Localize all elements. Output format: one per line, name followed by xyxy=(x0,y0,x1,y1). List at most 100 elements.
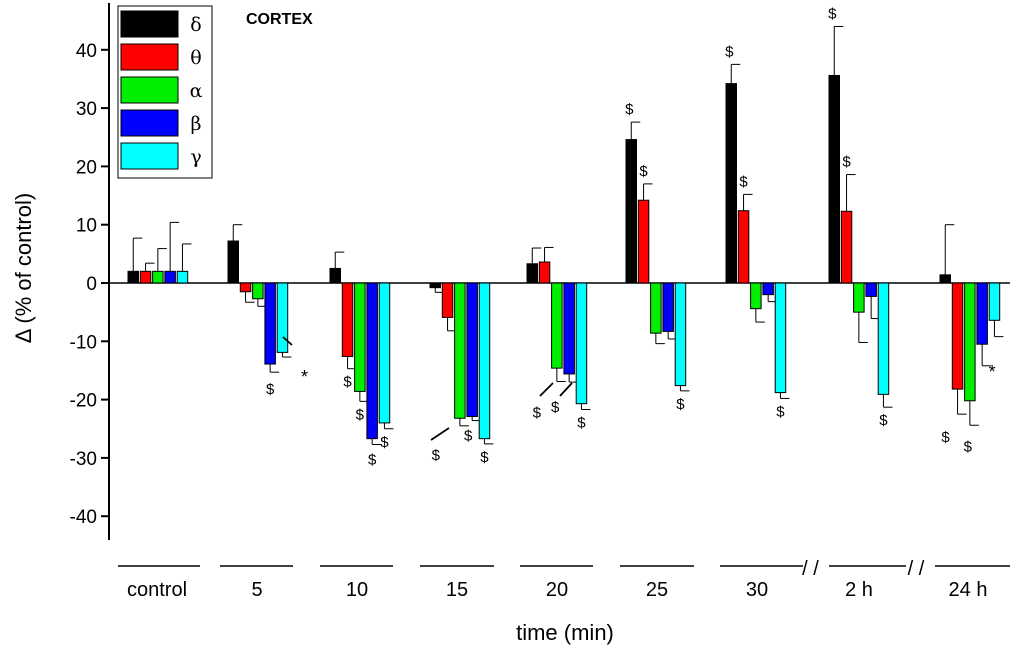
significance-marker: $ xyxy=(941,429,950,446)
bar xyxy=(939,274,951,284)
significance-marker: $ xyxy=(725,43,734,60)
bar xyxy=(466,282,478,418)
x-category-label: 30 xyxy=(746,579,768,601)
y-axis-title: Δ (% of control) xyxy=(11,193,36,343)
bar xyxy=(366,282,378,440)
y-tick-label: -10 xyxy=(70,332,97,353)
axis-break: / / xyxy=(802,558,819,580)
significance-marker: $ xyxy=(879,412,888,429)
bar xyxy=(575,282,588,405)
bar xyxy=(840,210,853,284)
legend-label: γ xyxy=(190,146,201,168)
y-tick-label: 30 xyxy=(76,99,97,120)
bar xyxy=(239,282,252,293)
y-tick-label: 20 xyxy=(76,157,97,178)
significance-marker: * xyxy=(989,362,996,382)
y-tick-label: 0 xyxy=(86,274,97,295)
significance-marker: $ xyxy=(368,451,377,468)
bar xyxy=(127,270,139,284)
bar xyxy=(988,282,1001,321)
bar xyxy=(252,282,264,300)
bar xyxy=(551,282,563,369)
x-category-label: control xyxy=(127,579,187,601)
significance-marker: $ xyxy=(432,447,441,464)
x-category-label: 25 xyxy=(646,579,668,601)
significance-marker: $ xyxy=(639,163,648,180)
legend-label: α xyxy=(190,80,203,102)
significance-marker: $ xyxy=(577,415,586,432)
bar xyxy=(176,270,189,284)
annotation-leader xyxy=(282,336,293,346)
legend-label: θ xyxy=(190,47,201,69)
x-category-label: 10 xyxy=(346,579,368,601)
annotation-leader xyxy=(539,382,554,397)
x-category-label: 15 xyxy=(446,579,468,601)
y-tick-label: 40 xyxy=(76,41,97,62)
significance-marker: $ xyxy=(551,399,560,416)
bar xyxy=(478,282,491,440)
legend-swatch xyxy=(120,142,179,170)
plot-area: 40 30 20 10 0 -10 -20 -30 -40 / / / / control 5 10 15 2… xyxy=(70,3,1010,601)
bar xyxy=(354,282,366,392)
significance-marker: $ xyxy=(676,396,685,413)
legend-label: β xyxy=(191,113,202,135)
y-tick-label: -20 xyxy=(70,391,97,412)
legend-label: δ xyxy=(190,14,201,36)
bar xyxy=(662,282,674,332)
x-category-label: 2 h xyxy=(845,579,873,601)
significance-marker: $ xyxy=(842,154,851,171)
bar xyxy=(865,282,877,297)
chart-title: CORTEX xyxy=(246,11,313,28)
x-category-label: 5 xyxy=(251,579,262,601)
bar xyxy=(964,282,976,402)
bar xyxy=(378,282,391,424)
bar xyxy=(828,74,840,284)
bar xyxy=(725,83,737,284)
y-tick-label: 10 xyxy=(76,216,97,237)
bar xyxy=(152,270,164,284)
significance-marker: $ xyxy=(380,434,389,451)
bar xyxy=(164,270,176,284)
bar xyxy=(227,240,239,284)
bar xyxy=(750,282,762,310)
x-axis-title: time (min) xyxy=(516,620,614,645)
significance-marker: $ xyxy=(625,101,634,118)
x-category-label: 20 xyxy=(546,579,568,601)
bar xyxy=(737,210,750,284)
bar xyxy=(276,282,289,353)
significance-marker: * xyxy=(301,367,308,387)
bar xyxy=(454,282,466,419)
bar xyxy=(650,282,662,334)
significance-marker: $ xyxy=(533,405,542,422)
bar xyxy=(441,282,454,318)
legend-swatch xyxy=(120,43,179,71)
y-tick-label: -40 xyxy=(70,507,97,528)
significance-marker: $ xyxy=(356,406,365,423)
bar xyxy=(762,282,774,296)
bar xyxy=(429,282,441,289)
bar xyxy=(526,263,538,284)
significance-marker: $ xyxy=(343,374,352,391)
bar xyxy=(774,282,787,394)
bar xyxy=(538,261,551,284)
x-category-label: 24 h xyxy=(949,579,988,601)
bar xyxy=(877,282,890,395)
axis-break: / / xyxy=(908,558,925,580)
bar xyxy=(951,282,964,390)
bar xyxy=(264,282,276,365)
legend-swatch xyxy=(120,10,179,38)
bar xyxy=(637,199,650,284)
significance-marker: $ xyxy=(828,5,837,22)
bar xyxy=(674,282,687,387)
significance-marker: $ xyxy=(266,381,275,398)
bar xyxy=(625,139,637,284)
bar xyxy=(139,270,152,284)
annotation-leader xyxy=(430,427,450,441)
significance-marker: $ xyxy=(776,403,785,420)
significance-marker: $ xyxy=(464,428,473,445)
bar xyxy=(976,282,988,345)
annotation-leader xyxy=(559,382,573,397)
y-tick-label: -30 xyxy=(70,449,97,470)
